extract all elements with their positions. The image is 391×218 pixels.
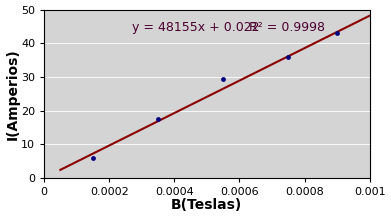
Text: R² = 0.9998: R² = 0.9998 [249,21,325,34]
Point [220,77,226,80]
Point [155,117,161,121]
Point [334,31,340,35]
Point [90,156,96,160]
Point [285,55,291,58]
X-axis label: B(Teslas): B(Teslas) [171,198,242,213]
Text: y = 48155x + 0.022: y = 48155x + 0.022 [132,21,260,34]
Y-axis label: I(Amperios): I(Amperios) [5,48,20,140]
